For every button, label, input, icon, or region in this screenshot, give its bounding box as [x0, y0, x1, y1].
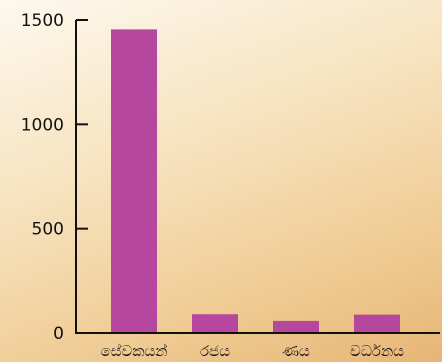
y-tick-label-1500: 1500: [21, 11, 64, 31]
x-tick-label-3: වර්ධනය: [350, 342, 404, 360]
x-tick-label-0: සේවකයන්: [101, 342, 168, 360]
y-tick-label-0: 0: [53, 324, 64, 344]
x-axis: සේවකයන් රජය ණය වර්ධනය: [76, 332, 440, 360]
bars: [111, 29, 400, 333]
x-tick-label-1: රජය: [200, 342, 230, 360]
x-tick-label-2: ණය: [282, 342, 310, 360]
y-tick-label-500: 500: [32, 220, 64, 240]
y-axis: 0 500 1000 1500: [21, 11, 88, 344]
bar-0: [111, 29, 157, 333]
bar-3: [354, 314, 400, 333]
bar-2: [273, 320, 319, 333]
y-tick-label-1000: 1000: [21, 115, 64, 135]
bar-1: [192, 314, 238, 333]
